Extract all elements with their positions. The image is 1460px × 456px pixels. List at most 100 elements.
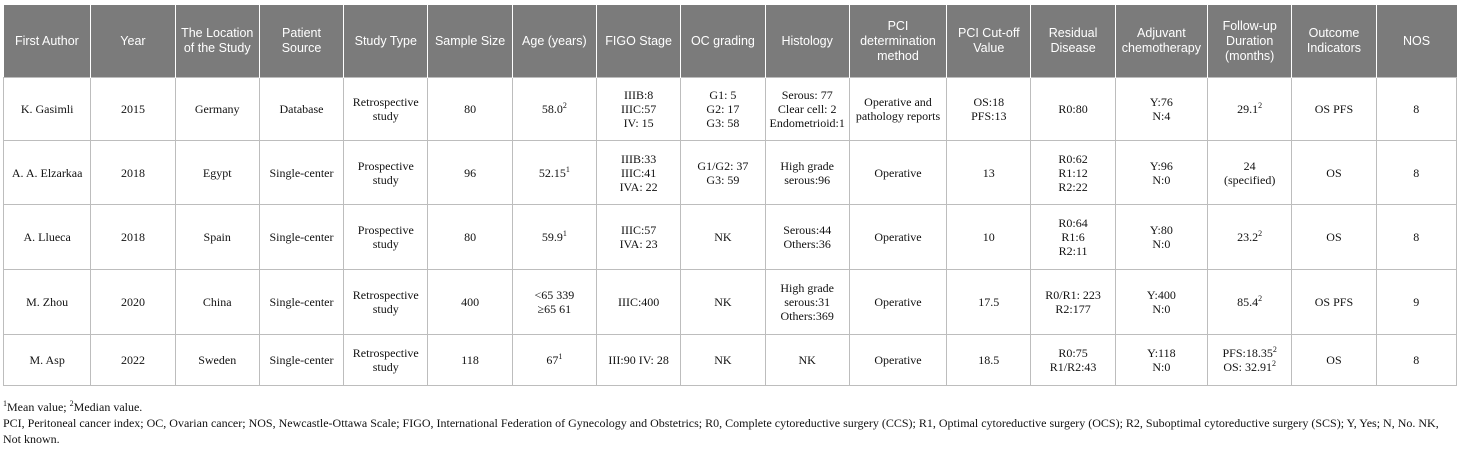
cell-age: 52.151 (511, 140, 597, 205)
header-location: The Location of the Study (175, 5, 260, 78)
cell-line: IIIB:33 (620, 151, 657, 166)
cell-line: Others:369 (780, 309, 834, 323)
cell-outcome: OS (1291, 204, 1377, 270)
cell-line: R2:177 (1055, 302, 1091, 316)
cell-line: G3: 58 (706, 116, 740, 130)
cell-study-type: Retrospective study (343, 269, 429, 335)
cell-age: <65 339 ≥65 61 (511, 269, 597, 335)
header-figo-stage: FIGO Stage (596, 5, 682, 78)
cell-pci-method: Operative (848, 204, 948, 270)
cell-line: R0:75 (1058, 346, 1088, 360)
table-row: K. Gasimli 2015 Germany Database Retrosp… (2, 77, 1458, 141)
cell-followup: 23.22 (1207, 204, 1293, 270)
cell-nos: 8 (1375, 334, 1458, 386)
cell-residual: R0/R1: 223 R2:177 (1030, 269, 1116, 335)
cell-line: Serous: 77 (781, 88, 833, 102)
cell-author: K. Gasimli (2, 77, 92, 141)
cell-line: Serous:44 (783, 223, 832, 237)
cell-line: G3: 59 (706, 172, 740, 187)
cell-age: 58.02 (511, 77, 597, 141)
cell-sample: 80 (427, 77, 513, 141)
cell-line: ≥65 61 (537, 302, 572, 316)
cell-chemo: Y:118 N:0 (1114, 334, 1209, 386)
age-value: 58.0 (541, 102, 563, 116)
age-value: 67 (546, 353, 559, 367)
cell-line: G1: 5 (709, 88, 737, 102)
cell-source: Single-center (258, 140, 345, 205)
cell-year: 2015 (90, 77, 176, 141)
cell-year: 2020 (90, 269, 176, 335)
header-oc-grading: OC grading (680, 5, 766, 78)
cell-line: Y:76 (1149, 95, 1173, 109)
cell-followup: 24 (specified) (1207, 140, 1293, 205)
cell-line: N:0 (1152, 237, 1171, 251)
footnote-marker-mean: 1 (3, 399, 7, 408)
cell-location: Egypt (174, 140, 260, 205)
header-pci-method: PCI determination method (849, 5, 948, 78)
header-adjuvant-chemotherapy: Adjuvant chemotherapy (1115, 5, 1209, 78)
footnote-marker-median: 2 (69, 399, 74, 408)
cell-figo: IIIC:400 (595, 269, 682, 335)
cell-author: A. A. Elzarkaa (2, 140, 92, 205)
cell-line: Y:96 (1149, 158, 1173, 173)
cell-figo: III:90 IV: 28 (595, 334, 682, 386)
cell-location: Spain (174, 204, 260, 270)
cell-sample: 96 (427, 140, 513, 205)
cell-line: Y:400 (1146, 288, 1176, 302)
cell-sample: 118 (427, 334, 513, 386)
cell-source: Single-center (258, 204, 345, 270)
cell-followup: 85.42 (1207, 269, 1293, 335)
footnote-median-text: Median value. (73, 400, 143, 414)
cell-residual: R0:80 (1030, 77, 1116, 141)
cell-source: Single-center (258, 334, 345, 386)
cell-line: N:0 (1152, 360, 1171, 374)
cell-line: IIIC:57 (620, 223, 657, 237)
followup-value: PFS:18.35 (1222, 346, 1273, 360)
cell-line: R0:80 (1058, 102, 1088, 116)
cell-chemo: Y:96 N:0 (1114, 140, 1209, 205)
cell-outcome: OS (1291, 334, 1377, 386)
cell-pci-method: Operative (848, 140, 948, 205)
cell-pci-cutoff: 10 (946, 204, 1032, 270)
cell-pci-cutoff: 13 (946, 140, 1032, 205)
cell-line: IVA: 22 (619, 179, 658, 194)
cell-line: R2:11 (1058, 244, 1088, 258)
cell-grading: NK (680, 204, 766, 270)
cell-year: 2018 (90, 204, 176, 270)
cell-line: 85.42 (1212, 295, 1287, 310)
cell-line: R0:62 (1058, 151, 1088, 166)
footnote-values: 1Mean value; 2Median value. (3, 399, 1457, 415)
cell-author: M. Zhou (2, 269, 92, 335)
cell-pci-method: Operative (848, 269, 948, 335)
table-row: M. Zhou 2020 China Single-center Retrosp… (2, 269, 1458, 335)
cell-source: Database (258, 77, 345, 141)
cell-line: G2: 17 (706, 102, 740, 116)
cell-line: N:0 (1152, 302, 1171, 316)
header-sample-size: Sample Size (427, 5, 513, 78)
cell-sample: 80 (427, 204, 513, 270)
header-row: First Author Year The Location of the St… (3, 5, 1457, 78)
followup-value: 29.1 (1237, 102, 1259, 116)
header-follow-up: Follow-up Duration (months) (1207, 5, 1293, 78)
cell-line: Others:36 (783, 237, 831, 251)
followup-value: 85.4 (1237, 295, 1259, 309)
cell-followup: PFS:18.352 OS: 32.912 (1207, 334, 1293, 386)
cell-figo: IIIB:33 IIIC:41 IVA: 22 (595, 140, 682, 205)
cell-line: IIIC:41 (620, 165, 657, 180)
cell-nos: 9 (1375, 269, 1458, 335)
age-footnote-marker: 1 (562, 229, 567, 238)
cell-line: 29.12 (1212, 102, 1287, 117)
cell-grading: NK (680, 334, 766, 386)
cell-sample: 400 (427, 269, 513, 335)
header-first-author: First Author (3, 5, 92, 78)
cell-histology: Serous:44 Others:36 (764, 204, 850, 270)
cell-grading: G1/G2: 37 G3: 59 (680, 140, 766, 205)
table-row: A. Llueca 2018 Spain Single-center Prosp… (2, 204, 1458, 270)
cell-pci-cutoff: OS:18 PFS:13 (946, 77, 1032, 141)
cell-figo: IIIB:8 IIIC:57 IV: 15 (595, 77, 682, 141)
age-value: 52.15 (538, 165, 566, 180)
header-outcome: Outcome Indicators (1291, 5, 1377, 78)
cell-outcome: OS PFS (1291, 269, 1377, 335)
header-pci-cutoff: PCI Cut-off Value (946, 5, 1032, 78)
cell-grading: NK (680, 269, 766, 335)
